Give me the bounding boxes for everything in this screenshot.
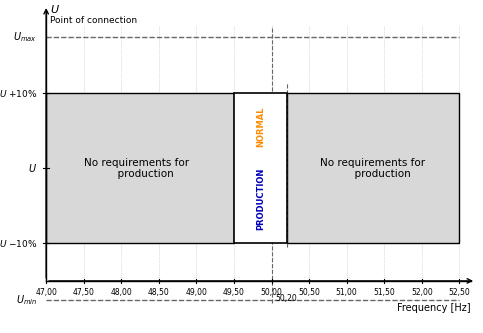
Text: 48,50: 48,50: [148, 288, 170, 297]
Bar: [234, 93, 286, 243]
Text: 51,50: 51,50: [373, 288, 395, 297]
Text: 52,00: 52,00: [411, 288, 433, 297]
Text: 47,00: 47,00: [35, 288, 57, 297]
Text: $\mathit{U}$ +10%: $\mathit{U}$ +10%: [0, 88, 37, 99]
Text: Point of connection: Point of connection: [50, 16, 137, 25]
Text: Frequency [Hz]: Frequency [Hz]: [397, 303, 470, 313]
Text: 48,00: 48,00: [111, 288, 132, 297]
Text: $\mathit{U}$ $-$10%: $\mathit{U}$ $-$10%: [0, 238, 37, 249]
Bar: [46, 93, 234, 243]
Text: 51,00: 51,00: [336, 288, 357, 297]
Text: 50,00: 50,00: [261, 288, 283, 297]
Text: 47,50: 47,50: [73, 288, 95, 297]
Text: 50,20: 50,20: [276, 294, 298, 303]
Text: $\mathit{U}_{max}$: $\mathit{U}_{max}$: [13, 30, 37, 44]
Text: PRODUCTION: PRODUCTION: [256, 167, 265, 229]
Text: 50,50: 50,50: [298, 288, 320, 297]
Text: NORMAL: NORMAL: [256, 107, 265, 148]
Text: No requirements for
      production: No requirements for production: [320, 158, 426, 179]
Text: $\mathit{U}$: $\mathit{U}$: [28, 163, 37, 174]
Text: 49,00: 49,00: [185, 288, 207, 297]
Text: 49,50: 49,50: [223, 288, 245, 297]
Bar: [286, 93, 459, 243]
Text: $\mathit{U}_{min}$: $\mathit{U}_{min}$: [15, 293, 37, 307]
Text: 52,50: 52,50: [449, 288, 470, 297]
Text: U: U: [50, 5, 58, 15]
Text: No requirements for
      production: No requirements for production: [84, 158, 189, 179]
